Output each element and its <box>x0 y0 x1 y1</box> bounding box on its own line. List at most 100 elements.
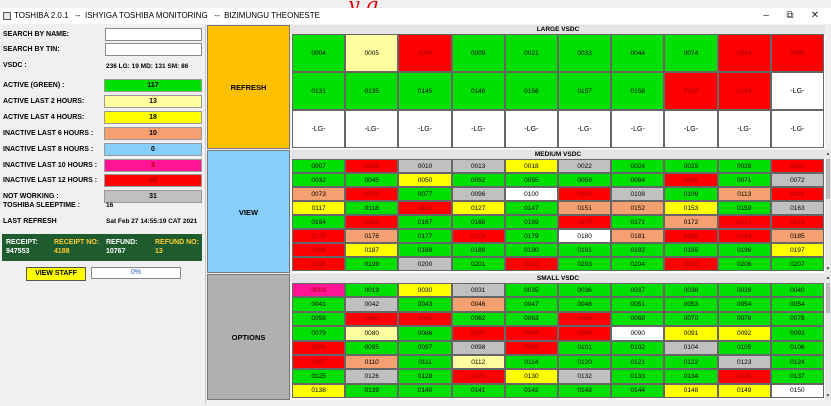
minimize-icon[interactable]: – <box>763 10 769 21</box>
large-device-cell[interactable]: 0044 <box>611 34 665 72</box>
large-device-cell[interactable]: 0156 <box>504 72 558 110</box>
medium-device-cell[interactable]: 0022 <box>558 159 612 173</box>
large-device-cell[interactable]: -LG- <box>345 110 399 148</box>
medium-device-cell[interactable]: 0174 <box>770 215 824 229</box>
small-device-cell[interactable]: 0054 <box>770 297 824 312</box>
small-device-cell[interactable]: 0150 <box>770 383 824 398</box>
medium-device-cell[interactable]: 0167 <box>398 215 452 229</box>
small-device-cell[interactable]: 0095 <box>345 340 399 355</box>
small-device-cell[interactable]: 0125 <box>292 369 346 384</box>
small-device-cell[interactable]: 0105 <box>717 340 771 355</box>
small-device-cell[interactable]: 0078 <box>770 311 824 327</box>
small-device-cell[interactable]: 0132 <box>558 369 612 384</box>
medium-device-cell[interactable]: 0050 <box>398 173 452 187</box>
small-device-cell[interactable]: 0087 <box>451 326 505 341</box>
medium-device-cell[interactable]: 0108 <box>611 187 665 201</box>
large-device-cell[interactable]: 0164 <box>717 72 771 110</box>
small-device-cell[interactable]: 0019 <box>345 283 399 298</box>
medium-device-cell[interactable]: 0185 <box>770 229 824 243</box>
small-device-cell[interactable]: 0128 <box>398 369 452 384</box>
medium-device-cell[interactable]: 0199 <box>345 257 399 271</box>
medium-device-cell[interactable]: 0188 <box>398 243 452 257</box>
search-name-input[interactable] <box>105 28 202 41</box>
medium-device-cell[interactable]: 0201 <box>451 257 505 271</box>
small-device-cell[interactable]: 0137 <box>770 369 824 384</box>
refresh-button[interactable]: REFRESH <box>207 25 290 149</box>
medium-device-cell[interactable]: 0163 <box>770 201 824 215</box>
medium-device-cell[interactable]: 0176 <box>345 229 399 243</box>
small-device-cell[interactable]: 0053 <box>664 297 718 312</box>
small-device-cell[interactable]: 0066 <box>558 311 612 327</box>
medium-device-cell[interactable]: 0115 <box>770 187 824 201</box>
medium-device-cell[interactable]: 0182 <box>664 229 718 243</box>
large-device-cell[interactable]: 0006 <box>398 34 452 72</box>
medium-device-cell[interactable]: 0118 <box>345 201 399 215</box>
medium-device-cell[interactable]: 0180 <box>558 229 612 243</box>
small-device-cell[interactable]: 0080 <box>345 326 399 341</box>
small-device-cell[interactable]: 0003 <box>292 283 346 298</box>
small-device-cell[interactable]: 0031 <box>451 283 505 298</box>
large-device-cell[interactable]: 0004 <box>292 34 346 72</box>
medium-device-cell[interactable]: 0075 <box>345 187 399 201</box>
options-button[interactable]: OPTIONS <box>207 274 290 400</box>
small-device-cell[interactable]: 0102 <box>611 340 665 355</box>
small-device-cell[interactable]: 0141 <box>451 383 505 398</box>
large-device-cell[interactable]: 0145 <box>398 72 452 110</box>
small-device-cell[interactable]: 0097 <box>398 340 452 355</box>
small-device-cell[interactable]: 0138 <box>292 383 346 398</box>
small-device-cell[interactable]: 0062 <box>451 311 505 327</box>
medium-device-cell[interactable]: 0164 <box>292 215 346 229</box>
small-device-cell[interactable]: 0139 <box>345 383 399 398</box>
small-device-cell[interactable]: 0130 <box>504 369 558 384</box>
large-device-cell[interactable]: -LG- <box>770 72 824 110</box>
medium-device-cell[interactable]: 0032 <box>292 173 346 187</box>
medium-device-cell[interactable]: 0192 <box>611 243 665 257</box>
medium-device-cell[interactable]: 0204 <box>611 257 665 271</box>
medium-device-cell[interactable]: 0072 <box>770 173 824 187</box>
small-device-cell[interactable]: 0058 <box>292 311 346 327</box>
small-device-cell[interactable]: 0047 <box>504 297 558 312</box>
medium-device-cell[interactable]: 0113 <box>717 187 771 201</box>
medium-device-cell[interactable]: 0196 <box>717 243 771 257</box>
medium-device-cell[interactable]: 0026 <box>717 159 771 173</box>
small-device-cell[interactable]: 0093 <box>770 326 824 341</box>
small-device-cell[interactable]: 0148 <box>664 383 718 398</box>
medium-device-cell[interactable]: 0191 <box>558 243 612 257</box>
medium-device-cell[interactable]: 0183 <box>717 229 771 243</box>
medium-device-cell[interactable]: 0008 <box>345 159 399 173</box>
small-device-cell[interactable]: 0136 <box>717 369 771 384</box>
small-device-cell[interactable]: 0129 <box>451 369 505 384</box>
medium-device-cell[interactable]: 0071 <box>717 173 771 187</box>
small-device-cell[interactable]: 0122 <box>664 354 718 370</box>
small-device-cell[interactable]: 0120 <box>558 354 612 370</box>
medium-device-cell[interactable]: 0059 <box>558 173 612 187</box>
small-device-cell[interactable]: 0036 <box>558 283 612 298</box>
small-device-cell[interactable]: 0149 <box>717 383 771 398</box>
small-device-cell[interactable]: 0046 <box>451 297 505 312</box>
large-device-cell[interactable]: 0135 <box>345 72 399 110</box>
small-device-cell[interactable]: 0051 <box>611 297 665 312</box>
medium-device-cell[interactable]: 0064 <box>611 173 665 187</box>
small-device-cell[interactable]: 0038 <box>664 283 718 298</box>
medium-device-cell[interactable]: 0203 <box>558 257 612 271</box>
medium-device-cell[interactable]: 0147 <box>504 201 558 215</box>
small-device-cell[interactable]: 0063 <box>504 311 558 327</box>
small-device-cell[interactable]: 0041 <box>292 297 346 312</box>
medium-device-cell[interactable]: 0027 <box>770 159 824 173</box>
small-device-cell[interactable]: 0086 <box>398 326 452 341</box>
small-device-cell[interactable]: 0061 <box>398 311 452 327</box>
medium-device-cell[interactable]: 0187 <box>345 243 399 257</box>
medium-device-cell[interactable]: 0159 <box>717 201 771 215</box>
medium-device-cell[interactable]: 0202 <box>504 257 558 271</box>
medium-device-cell[interactable]: 0198 <box>292 257 346 271</box>
medium-device-cell[interactable]: 0117 <box>292 201 346 215</box>
large-device-cell[interactable]: -LG- <box>292 110 346 148</box>
small-device-cell[interactable]: 0037 <box>611 283 665 298</box>
medium-device-cell[interactable]: 0109 <box>664 187 718 201</box>
medium-device-cell[interactable]: 0024 <box>611 159 665 173</box>
small-device-cell[interactable]: 0091 <box>664 326 718 341</box>
small-device-cell[interactable]: 0101 <box>558 340 612 355</box>
medium-device-cell[interactable]: 0065 <box>664 173 718 187</box>
medium-device-cell[interactable]: 0052 <box>451 173 505 187</box>
small-device-cell[interactable]: 0126 <box>345 369 399 384</box>
